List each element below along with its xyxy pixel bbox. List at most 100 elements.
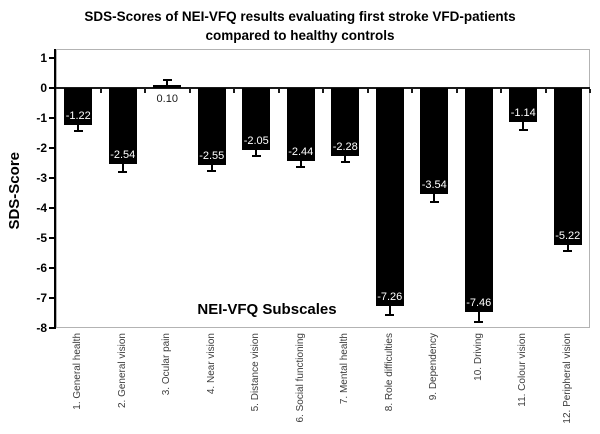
- x-axis-tick: [99, 89, 102, 93]
- bar-value-label: -2.05: [243, 134, 269, 147]
- x-axis-tick: [589, 89, 591, 93]
- bar: [286, 88, 315, 162]
- x-axis-tick: [544, 89, 547, 93]
- error-bar-cap: [73, 130, 83, 133]
- x-axis-tick: [277, 89, 280, 93]
- y-axis-tick-label: -1: [36, 111, 47, 125]
- bar-value-label: -1.14: [510, 107, 536, 120]
- y-axis-tick: [49, 267, 56, 269]
- error-bar-cap: [207, 169, 217, 172]
- y-axis-tick: [49, 147, 56, 149]
- error-bar-cap: [296, 165, 306, 168]
- category-label: 1. General health: [72, 333, 84, 410]
- x-axis-tick: [411, 89, 413, 93]
- category-label: 5. Distance vision: [250, 333, 262, 412]
- bar-value-label: -2.54: [110, 149, 136, 162]
- category-label: 7. Mental health: [339, 333, 351, 405]
- y-axis-tick-label: -3: [36, 171, 47, 185]
- bar: [242, 88, 271, 150]
- y-axis-tick: [49, 117, 56, 119]
- bar-value-label: -5.22: [555, 229, 581, 242]
- chart-title-line1: SDS-Scores of NEI-VFQ results evaluating…: [84, 9, 516, 24]
- bar-value-label: -2.28: [332, 141, 358, 154]
- category-label: 6. Social functioning: [294, 333, 306, 423]
- error-bar-cap: [162, 79, 172, 81]
- error-bar-cap: [118, 170, 128, 173]
- error-bar-cap: [385, 314, 395, 317]
- error-bar-whisker: [210, 164, 213, 171]
- x-axis-tick: [366, 89, 369, 93]
- x-axis-tick: [188, 89, 191, 93]
- category-label: 10. Driving: [472, 333, 484, 381]
- bar-value-label: 0.10: [156, 93, 178, 105]
- y-axis-tick: [49, 297, 56, 299]
- bar: [64, 88, 93, 125]
- error-bar-whisker: [388, 305, 391, 316]
- bar: [509, 88, 538, 123]
- error-bar-whisker: [166, 79, 169, 85]
- y-axis-tick: [49, 327, 56, 329]
- error-bar-cap: [563, 250, 573, 253]
- y-axis-tick-label: -6: [36, 261, 47, 275]
- y-axis-tick: [49, 57, 56, 59]
- chart-title: SDS-Scores of NEI-VFQ results evaluating…: [0, 7, 600, 45]
- bar-value-label: -2.55: [199, 149, 225, 162]
- x-axis-tick: [144, 89, 146, 93]
- x-axis-tick: [322, 89, 324, 93]
- bar: [197, 88, 226, 165]
- y-axis-tick-label: -8: [36, 321, 47, 335]
- bar-value-label: -3.54: [421, 179, 447, 192]
- error-bar-cap: [340, 161, 350, 164]
- bar: [331, 88, 360, 157]
- error-bar-whisker: [255, 149, 258, 156]
- error-bar-cap: [518, 129, 528, 132]
- category-label: 11. Colour vision: [517, 333, 529, 407]
- error-bar-cap: [429, 201, 439, 204]
- error-bar-whisker: [477, 311, 480, 322]
- error-bar-cap: [474, 320, 484, 323]
- chart-title-line2: compared to healthy controls: [205, 28, 395, 43]
- category-label: 9. Dependency: [428, 333, 440, 401]
- bar-value-label: -1.22: [65, 109, 91, 122]
- y-axis-title: SDS-Score: [6, 152, 23, 230]
- plot-area: [56, 49, 590, 328]
- x-axis-tick: [455, 89, 458, 93]
- bar-value-label: -7.26: [377, 290, 403, 303]
- bar: [375, 88, 404, 306]
- x-axis-title: NEI-VFQ Subscales: [197, 301, 337, 318]
- y-axis-tick-label: -2: [36, 141, 47, 155]
- error-bar-whisker: [433, 194, 436, 203]
- error-bar-whisker: [566, 244, 569, 252]
- y-axis-tick: [49, 207, 56, 209]
- y-axis-tick: [49, 177, 56, 179]
- bar: [420, 88, 449, 195]
- bar-value-label: -2.44: [288, 146, 314, 159]
- bar: [153, 85, 182, 88]
- y-axis-line: [54, 49, 56, 329]
- x-axis-tick: [500, 89, 502, 93]
- y-axis-tick-label: -4: [36, 201, 47, 215]
- x-axis-zero-line: [56, 87, 590, 89]
- bar-value-label: -7.46: [466, 296, 492, 309]
- y-axis-tick: [49, 237, 56, 239]
- bar: [108, 88, 137, 165]
- bar: [464, 88, 493, 312]
- category-label: 4. Near vision: [205, 333, 217, 395]
- y-axis-tick: [49, 87, 56, 89]
- category-label: 8. Role difficulties: [383, 333, 395, 412]
- bar: [553, 88, 582, 245]
- category-label: 3. Ocular pain: [161, 333, 173, 396]
- category-label: 12. Peripheral vision: [561, 333, 573, 424]
- y-axis-tick-label: 0: [40, 81, 47, 95]
- error-bar-whisker: [299, 161, 302, 167]
- error-bar-cap: [251, 154, 261, 157]
- error-bar-whisker: [522, 122, 525, 131]
- category-label: 2. General vision: [116, 333, 128, 409]
- y-axis-tick-label: 1: [40, 51, 47, 65]
- x-axis-tick: [233, 89, 235, 93]
- error-bar-whisker: [121, 164, 124, 172]
- y-axis-tick-label: -7: [36, 291, 47, 305]
- error-bar-whisker: [344, 156, 347, 163]
- y-axis-tick-label: -5: [36, 231, 47, 245]
